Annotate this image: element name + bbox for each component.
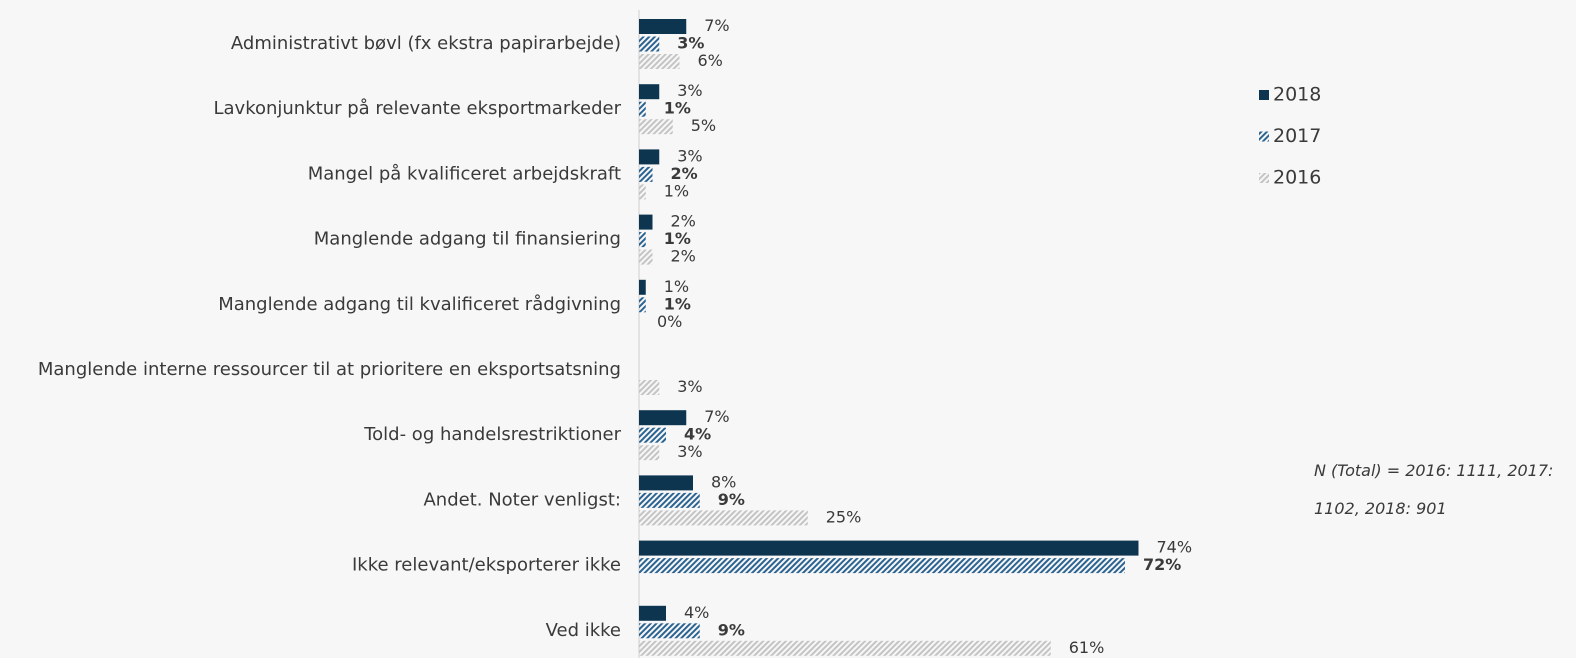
value-label: 1% xyxy=(664,181,689,200)
value-label: 8% xyxy=(711,472,736,491)
bar xyxy=(639,84,660,100)
legend-swatch xyxy=(1259,173,1269,183)
legend-label: 2017 xyxy=(1273,125,1321,147)
value-label: 3% xyxy=(677,442,702,461)
bar xyxy=(639,510,808,526)
bar xyxy=(639,640,1051,656)
value-label: 3% xyxy=(677,146,702,165)
value-label: 0% xyxy=(657,312,682,331)
bar xyxy=(639,540,1139,556)
bar xyxy=(639,54,680,69)
bar xyxy=(639,249,653,265)
bar xyxy=(639,166,653,182)
legend-label: 2018 xyxy=(1273,84,1321,106)
category-label: Told- og handelsrestriktioner xyxy=(363,424,621,445)
value-label: 3% xyxy=(677,34,704,53)
bar xyxy=(639,427,666,443)
bar xyxy=(639,119,673,135)
legend-swatch xyxy=(1259,131,1269,142)
value-label: 61% xyxy=(1069,638,1105,657)
value-label: 3% xyxy=(677,81,702,100)
category-label: Manglende interne ressourcer til at prio… xyxy=(38,359,621,380)
category-label: Mangel på kvalificeret arbejdskraft xyxy=(308,163,621,184)
value-label: 5% xyxy=(691,116,716,135)
value-label: 2% xyxy=(671,164,698,183)
bar xyxy=(639,605,666,621)
bar xyxy=(639,475,693,491)
category-label: Manglende adgang til finansiering xyxy=(314,229,621,250)
bar xyxy=(639,36,660,52)
value-label: 74% xyxy=(1157,538,1193,557)
value-label: 9% xyxy=(718,620,745,639)
value-label: 72% xyxy=(1143,555,1181,574)
bar xyxy=(639,279,646,295)
bar xyxy=(639,184,646,200)
bar xyxy=(639,214,653,230)
category-label: Manglende adgang til kvalificeret rådgiv… xyxy=(218,294,621,315)
category-label: Ikke relevant/eksporterer ikke xyxy=(352,555,621,576)
bar xyxy=(639,410,687,426)
annotation: N (Total) = 2016: 1111, 2017: 1102, 2018… xyxy=(1314,461,1554,518)
category-label: Administrativt bøvl (fx ekstra papirarbe… xyxy=(231,33,621,54)
category-label: Andet. Noter venligst: xyxy=(423,489,621,510)
value-label: 1% xyxy=(664,277,689,296)
bar xyxy=(639,445,660,461)
bar xyxy=(639,149,660,165)
value-label: 9% xyxy=(718,490,745,509)
category-label: Ved ikke xyxy=(546,620,621,641)
bar xyxy=(639,380,660,395)
value-label: 1% xyxy=(664,229,691,248)
legend-swatch xyxy=(1259,90,1269,100)
value-label: 1% xyxy=(664,294,691,313)
category-label: Lavkonjunktur på relevante eksportmarked… xyxy=(213,98,621,119)
bar xyxy=(639,232,646,248)
value-label: 3% xyxy=(677,377,702,396)
value-label: 4% xyxy=(684,603,709,622)
bar xyxy=(639,558,1125,574)
legend-label: 2016 xyxy=(1273,167,1321,189)
value-label: 7% xyxy=(704,16,729,35)
bar xyxy=(639,623,700,639)
value-label: 6% xyxy=(698,51,723,70)
value-label: 2% xyxy=(671,212,696,231)
value-label: 7% xyxy=(704,407,729,426)
value-label: 4% xyxy=(684,425,711,444)
value-label: 2% xyxy=(671,247,696,266)
bar xyxy=(639,101,646,117)
bar xyxy=(639,492,700,508)
value-label: 25% xyxy=(826,507,862,526)
bar xyxy=(639,19,687,34)
value-label: 1% xyxy=(664,99,691,118)
bar xyxy=(639,297,646,313)
